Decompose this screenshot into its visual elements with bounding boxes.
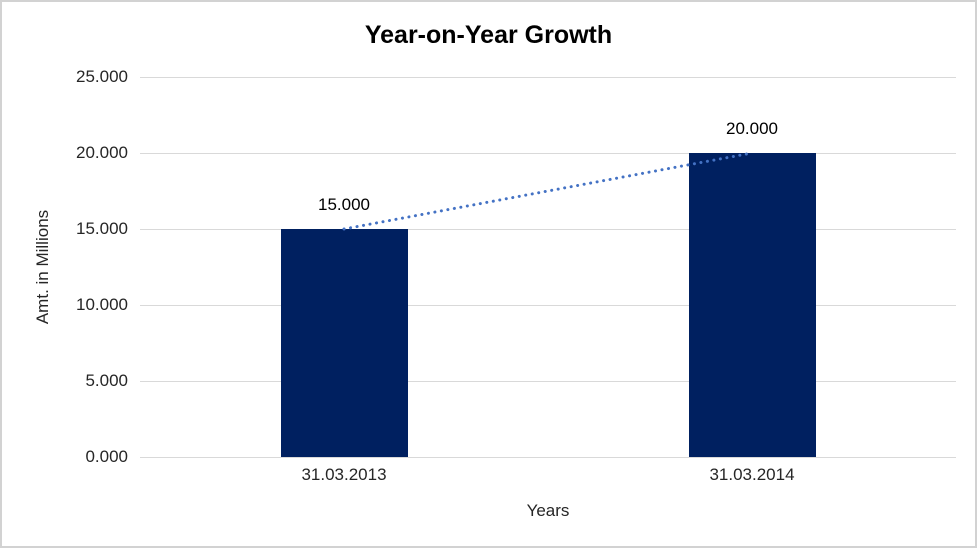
gridline [140,381,956,382]
gridline [140,153,956,154]
y-tick-label: 25.000 [76,67,128,86]
y-tick-label: 15.000 [76,219,128,238]
x-axis-title: Years [526,501,570,520]
chart-title: Year-on-Year Growth [364,21,613,49]
bar-value-label: 15.000 [318,195,370,214]
gridline [140,305,956,306]
y-tick-label: 10.000 [76,295,128,314]
y-tick-label: 20.000 [76,143,128,162]
gridline [140,229,956,230]
bar-31.03.2014 [688,153,816,457]
x-tick-label: 31.03.2014 [709,465,795,484]
x-tick-label: 31.03.2013 [301,465,387,484]
bar-31.03.2013 [280,229,408,457]
y-tick-label: 5.000 [85,371,128,390]
y-tick-label: 0.000 [85,447,128,466]
plot-area [140,77,956,458]
bar-value-label: 20.000 [726,119,778,138]
gridline [140,457,956,458]
trendline [342,151,754,231]
gridline [140,77,956,78]
